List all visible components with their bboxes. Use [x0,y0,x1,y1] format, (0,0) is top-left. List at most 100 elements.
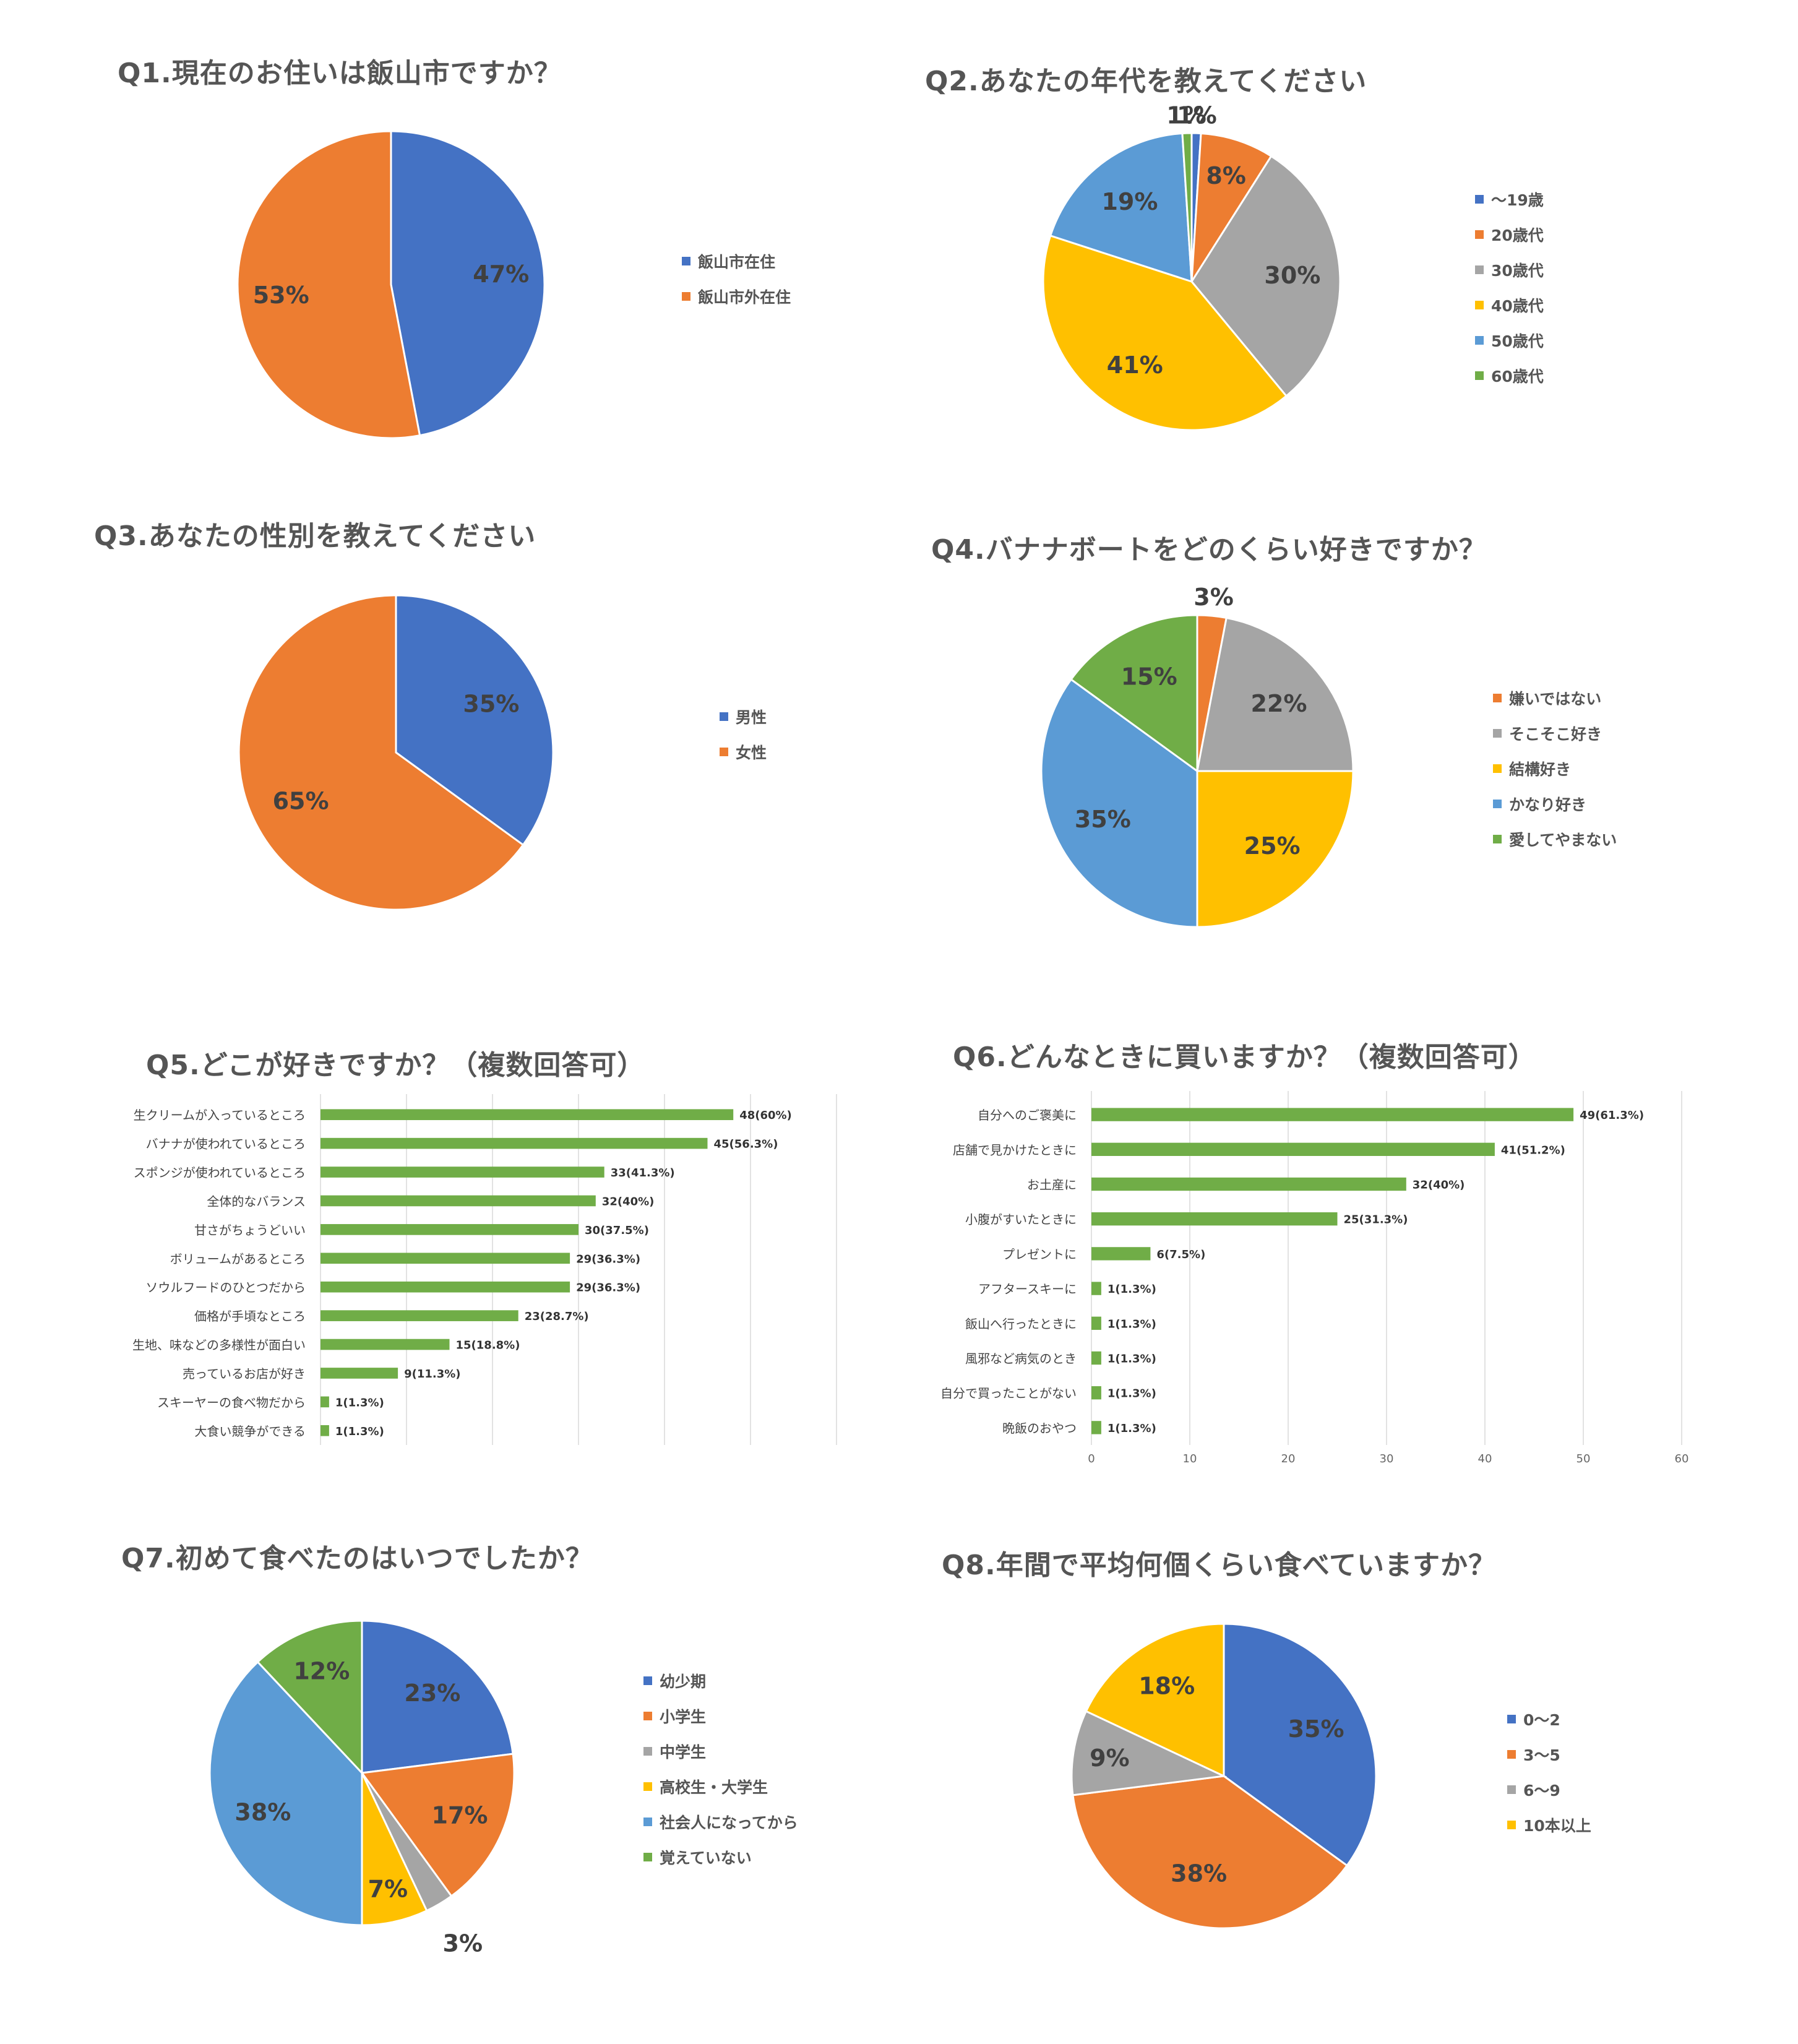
legend-swatch [1507,1750,1516,1759]
bar-data-label: 25(31.3%) [1344,1214,1408,1227]
q5-title: Q5.どこが好きですか？（複数回答可） [146,1050,645,1081]
legend-item: 30歳代 [1475,257,1544,282]
x-tick-label: 20 [1281,1452,1296,1465]
pie-slice-0 [1223,1623,1377,1867]
bar-data-label: 49(61.3%) [1580,1109,1644,1122]
legend-swatch [643,1853,652,1861]
bar-data-label: 23(28.7%) [525,1310,589,1323]
x-tick-label: 10 [1183,1452,1197,1465]
bar [1091,1108,1574,1121]
legend-label: 40歳代 [1491,297,1544,315]
legend-item: 高校生・大学生 [643,1774,798,1799]
legend-item: 中学生 [643,1739,798,1764]
q2-legend: 〜19歳 20歳代 30歳代 40歳代 50歳代 60歳代 [1475,187,1544,399]
pie-slice-5 [256,1619,363,1775]
legend-label: 嫌いではない [1509,690,1602,708]
bar [320,1425,329,1436]
legend-swatch [643,1818,652,1826]
pie-slice-3 [1042,234,1288,431]
pie-slice-3 [1085,1623,1225,1778]
pie-data-label-5: 1% [1166,101,1207,129]
legend-swatch [1475,336,1484,345]
pie-slice-4 [209,1660,363,1926]
legend-item: そこそこ好き [1493,721,1617,746]
bar [1091,1212,1338,1226]
bar-data-label: 33(41.3%) [611,1166,675,1179]
pie-data-label-4: 15% [1121,663,1177,690]
bar-data-label: 1(1.3%) [335,1425,384,1438]
bar [1091,1282,1101,1295]
category-label: アフタースキーに [978,1282,1077,1296]
bar-data-label: 1(1.3%) [335,1396,384,1409]
pie-data-label-0: 35% [463,691,519,718]
category-label: 自分へのご褒美に [978,1108,1077,1123]
pie-data-label-0: 3% [1194,584,1234,611]
bar [320,1339,450,1350]
q8-title: Q8.年間で平均何個くらい食べていますか？ [942,1550,1496,1581]
q8-legend: 0〜2 3〜5 6〜9 10本以上 [1507,1707,1591,1848]
q1-title: Q1.現在のお住いは飯山市ですか？ [118,58,562,89]
pie-slice-0 [361,1619,514,1774]
pie-slice-1 [1072,1775,1349,1930]
category-label: 飯山へ行ったときに [965,1316,1077,1331]
category-label: スキーヤーの食べ物だから [157,1395,306,1410]
legend-swatch [1475,195,1484,204]
legend-label: 社会人になってから [660,1814,798,1832]
category-label: 全体的なバランス [207,1194,306,1209]
legend-label: 小学生 [660,1708,707,1726]
legend-label: 幼少期 [660,1673,707,1691]
legend-label: そこそこ好き [1509,725,1602,743]
bar [1091,1142,1495,1156]
legend-label: 覚えていない [660,1849,752,1867]
pie-data-label-2: 25% [1244,832,1301,860]
legend-label: 20歳代 [1491,226,1544,244]
legend-item: かなり好き [1493,791,1617,816]
pie-slice-4 [1070,614,1198,773]
legend-swatch [682,292,690,301]
bar-data-label: 48(60%) [739,1109,792,1122]
legend-swatch [643,1676,652,1685]
bar [320,1396,329,1408]
legend-item: 小学生 [643,1704,798,1728]
category-label: バナナが使われているところ [146,1137,306,1152]
bar-data-label: 1(1.3%) [1108,1317,1156,1330]
bar [320,1195,596,1207]
pie-data-label-0: 1% [1177,101,1217,129]
pie-data-label-0: 23% [404,1680,460,1707]
legend-swatch [1507,1785,1516,1794]
pie-data-label-4: 38% [234,1798,291,1826]
bar [320,1368,398,1379]
bar-data-label: 30(37.5%) [585,1224,649,1237]
x-tick-label: 50 [1576,1452,1591,1465]
pie-slice-1 [238,594,525,911]
bar-data-label: 29(36.3%) [576,1282,640,1295]
bar-data-label: 15(18.8%) [456,1339,520,1352]
pie-slice-3 [361,1772,428,1926]
legend-item: 〜19歳 [1475,187,1544,212]
legend-swatch [720,748,728,756]
legend-label: 0〜2 [1523,1711,1560,1729]
pie-slice-1 [360,1753,515,1898]
pie-slice-1 [236,130,421,439]
pie-data-label-2: 30% [1264,262,1320,289]
pie-slice-3 [1040,678,1198,928]
pie-data-label-1: 53% [253,282,309,309]
pie-data-label-2: 3% [443,1930,483,1957]
legend-swatch [1493,835,1502,843]
legend-swatch [643,1782,652,1791]
pie-slice-0 [395,594,554,847]
legend-item: 3〜5 [1507,1742,1591,1767]
q3-title: Q3.あなたの性別を教えてください [94,520,536,552]
legend-item: 40歳代 [1475,293,1544,317]
pie-slice-2 [1190,155,1341,398]
legend-swatch [1507,1821,1516,1829]
category-label: ソウルフードのひとつだから [145,1280,306,1295]
bar [1091,1316,1101,1330]
legend-label: 50歳代 [1491,332,1544,350]
